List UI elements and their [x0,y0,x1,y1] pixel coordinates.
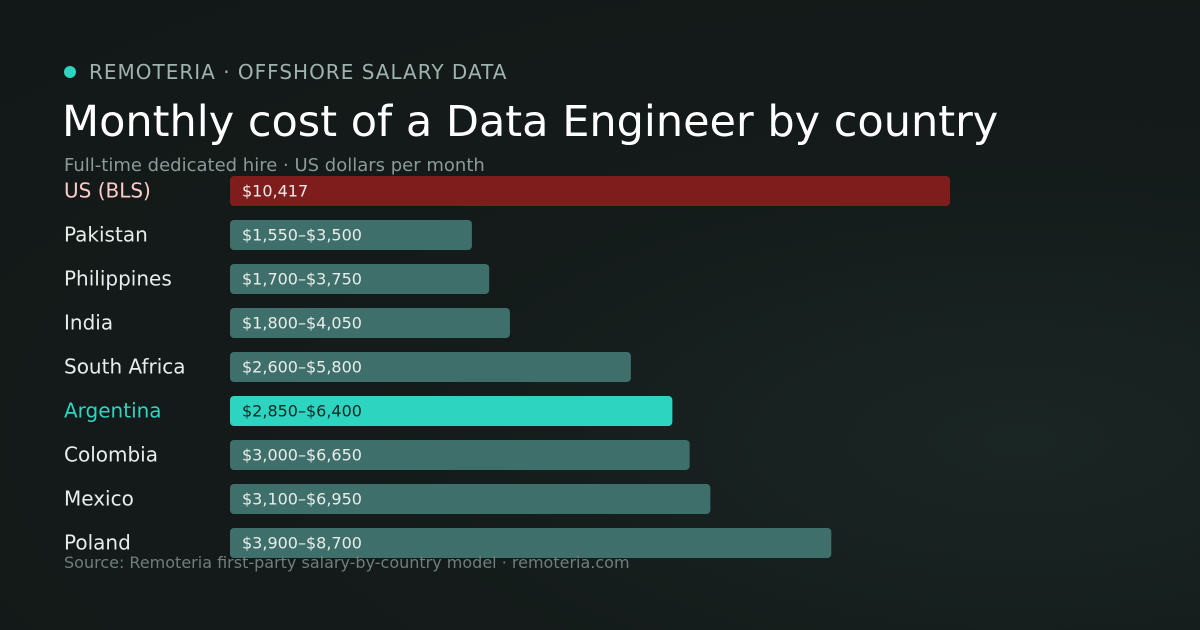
category-label: Pakistan [64,223,148,247]
value-label: $3,000–$6,650 [242,446,362,465]
value-label: $3,100–$6,950 [242,490,362,509]
value-label: $2,600–$5,800 [242,358,362,377]
bar [230,484,711,514]
bar [230,308,510,338]
bar [230,528,832,558]
value-label: $1,550–$3,500 [242,226,362,245]
brand-header: REMOTERIA · OFFSHORE SALARY DATA [64,60,507,84]
category-label: US (BLS) [64,179,151,203]
category-label: India [64,311,113,335]
bar [230,176,950,206]
category-label: South Africa [64,355,186,379]
category-label: Colombia [64,443,158,467]
bar [230,396,673,426]
chart-subtitle: Full-time dedicated hire · US dollars pe… [64,155,485,176]
source-note: Source: Remoteria first-party salary-by-… [64,553,630,572]
category-label: Argentina [64,399,162,423]
category-label: Mexico [64,487,134,511]
category-label: Philippines [64,267,172,291]
bar [230,264,490,294]
value-label: $1,700–$3,750 [242,270,362,289]
value-label: $3,900–$8,700 [242,534,362,553]
value-label: $2,850–$6,400 [242,402,362,421]
brand-text: REMOTERIA · OFFSHORE SALARY DATA [89,60,508,84]
bar [230,352,631,382]
brand-dot-icon [64,66,76,78]
value-label: $10,417 [242,182,308,201]
chart-title: Monthly cost of a Data Engineer by count… [62,97,999,147]
bar [230,440,690,470]
value-label: $1,800–$4,050 [242,314,362,333]
category-label: Poland [64,531,131,555]
bar [230,220,472,250]
